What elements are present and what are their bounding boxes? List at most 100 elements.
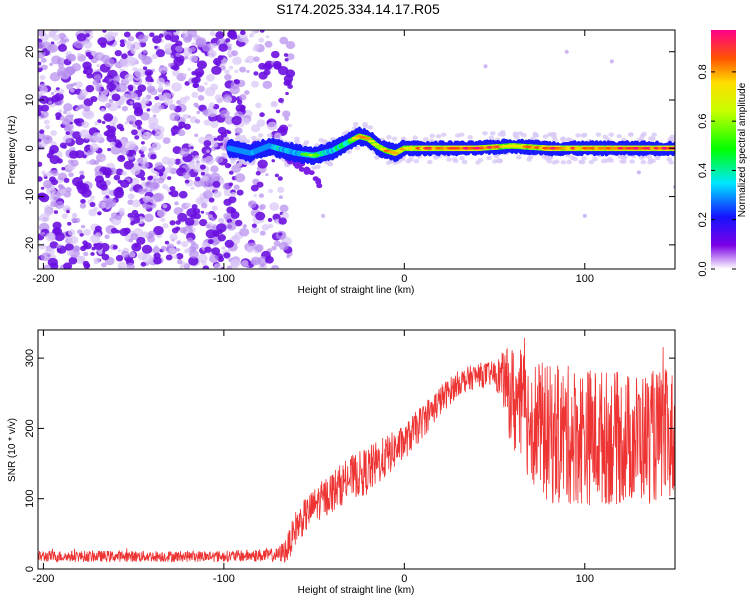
noise-dot [227,130,232,135]
halo-dot [412,135,419,140]
snr-marks [38,337,675,564]
halo-dot [352,121,359,127]
noise-dot [179,97,188,105]
noise-dot [164,34,172,41]
noise-dot [286,53,295,60]
noise-dot [173,31,177,35]
noise-dot [271,245,277,251]
noise-dot [101,262,107,268]
noise-dot [179,147,190,157]
noise-dot [57,184,64,190]
noise-dot [168,158,176,165]
halo-dot [294,136,300,142]
noise-dot [268,188,274,194]
x-tick-label: -200 [32,573,54,585]
noise-dot [140,145,147,152]
isolated-speck [564,49,569,54]
noise-dot [80,198,86,204]
noise-dot [241,260,249,267]
halo-dot [489,131,496,136]
noise-dot [41,231,46,236]
isolated-speck [609,59,614,64]
noise-dot [195,37,207,47]
noise-dot [206,149,210,153]
noise-dot [140,153,145,158]
noise-dot [148,189,153,193]
noise-dot [66,250,74,256]
y-tick-label: -10 [24,189,36,205]
noise-dot [285,91,289,96]
noise-dot [209,31,216,37]
noise-dot [236,189,244,196]
noise-dot [211,226,216,230]
noise-dot [167,62,173,68]
x-tick-label: 0 [401,573,407,585]
noise-dot [187,67,192,72]
noise-dot [208,197,215,203]
noise-dot [94,242,103,251]
halo-dot [595,132,602,137]
noise-dot [162,137,171,145]
noise-dot [200,210,205,214]
noise-dot [179,265,184,269]
noise-dot [92,132,103,142]
noise-dot [215,31,225,40]
noise-dot [157,177,165,184]
noise-dot [121,250,130,258]
noise-dot [146,85,156,93]
x-tick-label: 0 [401,273,407,285]
noise-dot [90,195,95,200]
noise-dot [234,219,243,227]
noise-dot [195,104,200,109]
ridge-core [391,151,400,155]
noise-dot [197,95,205,101]
noise-dot [197,253,208,263]
noise-dot [133,108,144,117]
noise-dot [267,217,273,222]
halo-dot [638,155,645,160]
noise-dot [145,75,153,83]
isolated-speck [321,213,326,218]
halo-dot [560,160,567,165]
noise-dot [175,45,184,53]
noise-dot [124,121,129,125]
noise-dot [39,110,49,119]
noise-dot [278,195,283,199]
ridge-core [395,149,404,153]
noise-dot [77,52,82,57]
noise-dot [129,101,134,105]
halo-dot [600,158,607,164]
noise-dot [175,226,181,231]
y-tick-label: 10 [24,94,36,106]
noise-dot [103,113,114,122]
spectrogram-marks [38,30,675,269]
halo-dot [230,159,236,164]
tail-dot [298,167,305,172]
halo-dot [413,158,420,164]
noise-dot [49,194,59,202]
noise-dot [172,125,179,130]
noise-dot [100,54,111,64]
noise-dot [99,183,108,191]
noise-dot [207,214,213,219]
halo-dot [388,159,394,164]
noise-dot [216,97,224,104]
noise-dot [82,244,89,250]
noise-dot [43,119,50,125]
ridge-core [347,138,356,142]
halo-dot [575,133,581,138]
noise-dot [153,178,157,182]
noise-dot [137,34,149,44]
noise-dot [79,174,85,180]
halo-dot [236,134,242,139]
colorbar-tick-label: 0.4 [697,163,709,178]
noise-dot [185,202,191,208]
spectrogram-ylabel: Frequency (Hz) [7,116,18,185]
noise-dot [234,69,239,74]
halo-dot [581,156,587,161]
noise-dot [195,196,205,205]
noise-dot [83,251,89,257]
noise-dot [210,217,216,222]
noise-dot [282,110,291,118]
